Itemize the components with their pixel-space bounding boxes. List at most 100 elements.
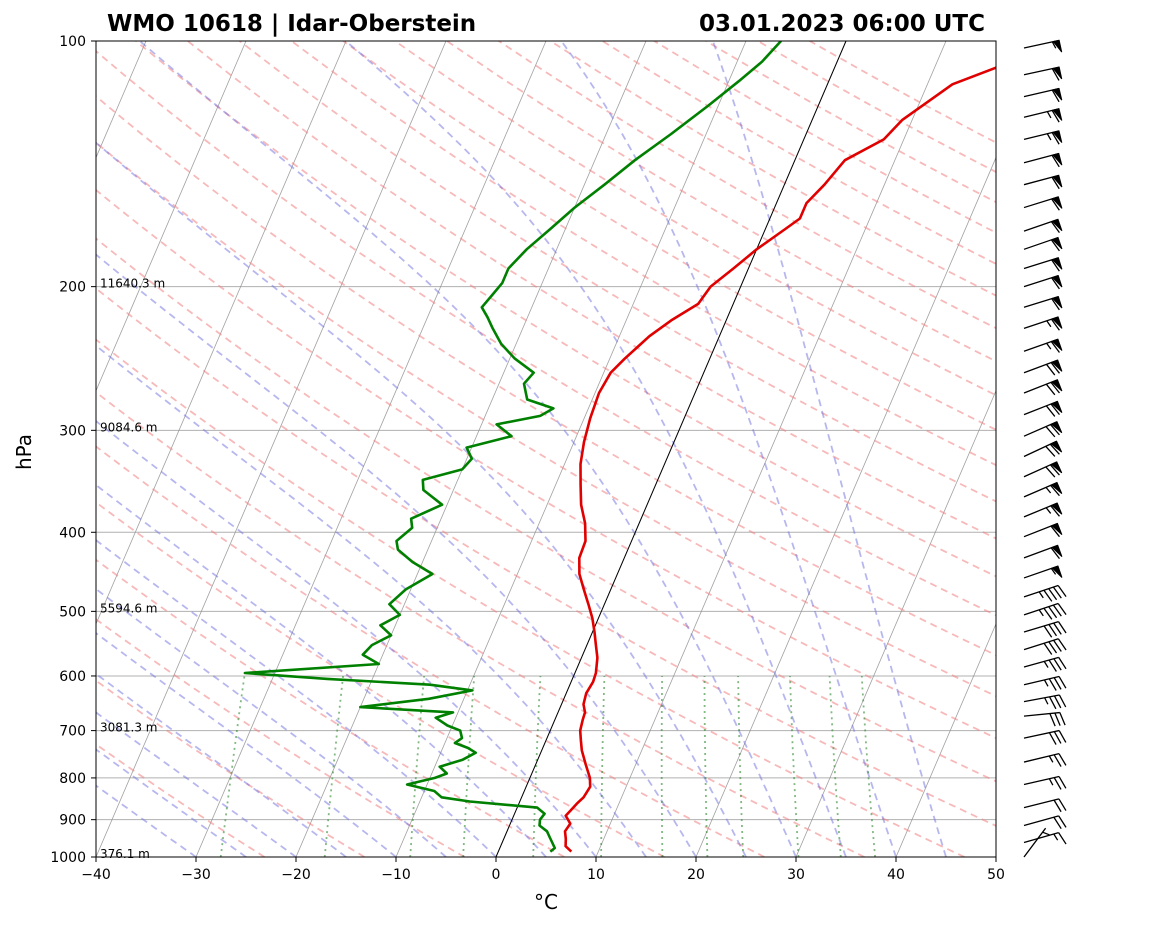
wind-barb (1023, 544, 1063, 560)
wind-barb-full (1048, 606, 1058, 619)
moist-adiabat (96, 483, 547, 857)
wind-barb-half (1038, 609, 1044, 617)
wind-barb-full (1053, 816, 1062, 830)
wind-barb-half (1043, 679, 1049, 687)
wind-barb-full (1050, 525, 1060, 538)
wind-barb (1023, 711, 1066, 727)
wind-barb (1023, 274, 1063, 290)
height-labels: 11640.3 m 9084.6 m 5594.6 m 3081.3 m 376.1 m (100, 277, 165, 861)
wind-barb-flag (1052, 174, 1063, 188)
moist-adiabat (96, 672, 347, 857)
x-tick-label: 0 (492, 867, 501, 883)
wind-barb-flag (1052, 152, 1063, 166)
wind-barb (1023, 602, 1067, 620)
wind-barb (1023, 638, 1067, 655)
x-tick-label: −20 (281, 867, 311, 883)
wind-barb-half (1042, 831, 1050, 836)
wind-barb (1023, 565, 1063, 579)
wind-barb-full (1051, 277, 1060, 290)
x-tick-label: −40 (81, 867, 111, 883)
wind-barb-flag (1051, 236, 1063, 250)
wind-barb-full (1058, 694, 1067, 708)
wind-barb-full (1050, 239, 1060, 252)
wind-barb (1023, 66, 1063, 81)
chart-title-datetime: 03.01.2023 06:00 UTC (699, 11, 985, 37)
wind-barb (1023, 130, 1063, 145)
wind-barb (1023, 815, 1067, 830)
y-tick-label: 700 (59, 724, 86, 740)
isotherm-line (295, 41, 647, 857)
wind-barb-flag (1050, 522, 1063, 536)
moist-adiabat (96, 784, 197, 857)
wind-barb-full (1049, 713, 1056, 727)
wind-barb-staff (1023, 621, 1059, 633)
wind-barb-full (1050, 318, 1060, 331)
height-label: 376.1 m (100, 847, 150, 861)
wind-barb-full (1050, 547, 1060, 560)
x-tick-label: −10 (381, 867, 411, 883)
wind-barb (1023, 295, 1063, 311)
wind-barb-flag (1052, 130, 1063, 143)
wind-barb-full (1051, 110, 1060, 123)
wind-barb-half (1046, 320, 1052, 328)
wind-barb-half (1048, 755, 1054, 763)
wind-barb-flag (1052, 66, 1063, 80)
wind-barb (1023, 621, 1067, 638)
wind-barb-full (1058, 657, 1067, 670)
wind-barb-full (1053, 622, 1062, 635)
profile-lines (243, 41, 996, 853)
dry-adiabat (96, 501, 665, 857)
mixing-ratio-line (409, 675, 425, 857)
x-tick-label: 30 (787, 867, 805, 883)
mixing-ratio-line (532, 675, 542, 857)
y-tick-label: 500 (59, 604, 86, 620)
wind-barb-full (1050, 362, 1060, 374)
wind-barb-full (1045, 466, 1056, 478)
wind-barb (1023, 461, 1063, 478)
dry-adiabat (96, 141, 996, 698)
wind-barb (1023, 656, 1067, 672)
moist-adiabat (96, 539, 497, 857)
wind-barb-full (1053, 677, 1062, 690)
wind-barb (1023, 196, 1063, 211)
wind-barb-flag (1051, 218, 1063, 232)
height-label: 5594.6 m (100, 601, 158, 615)
wind-barb-staff (1023, 832, 1059, 844)
zero-isotherm (495, 41, 847, 857)
wind-barb-full (1058, 798, 1067, 811)
moist-adiabat (560, 41, 897, 857)
wind-barb-full (1043, 642, 1053, 655)
wind-barb-full (1051, 298, 1060, 311)
mixing-ratio-line (219, 675, 246, 857)
wind-barb-flag (1050, 502, 1063, 515)
wind-barb-staff (1023, 753, 1060, 763)
wind-barb-staff (1023, 675, 1060, 686)
wind-barb-staff (1023, 602, 1059, 616)
wind-barb (1023, 316, 1063, 331)
height-label: 9084.6 m (100, 420, 158, 434)
wind-barb-flag (1051, 196, 1063, 209)
mixing-ratio-line (737, 675, 745, 857)
wind-barb (1023, 827, 1050, 858)
wind-barb-full (1050, 381, 1060, 394)
wind-barb (1023, 522, 1063, 538)
dry-adiabat (290, 41, 996, 467)
wind-barb-full (1058, 832, 1067, 845)
wind-barb-flag (1050, 440, 1063, 453)
wind-barb-full (1048, 588, 1058, 601)
dry-adiabat (96, 95, 996, 657)
isotherm-line (96, 41, 447, 857)
moist-adiabat (96, 711, 297, 857)
wind-barb-full (1050, 424, 1060, 436)
dry-adiabat (96, 391, 865, 857)
wind-barb-full (1051, 68, 1060, 81)
wind-barb-full (1053, 731, 1062, 744)
isotherm-line (595, 41, 947, 857)
height-label: 11640.3 m (100, 277, 165, 291)
dry-adiabat (96, 287, 996, 827)
wind-barb-full (1057, 621, 1067, 634)
wind-barb (1023, 832, 1067, 845)
x-tick-label: 50 (987, 867, 1005, 883)
wind-barb (1023, 174, 1063, 190)
